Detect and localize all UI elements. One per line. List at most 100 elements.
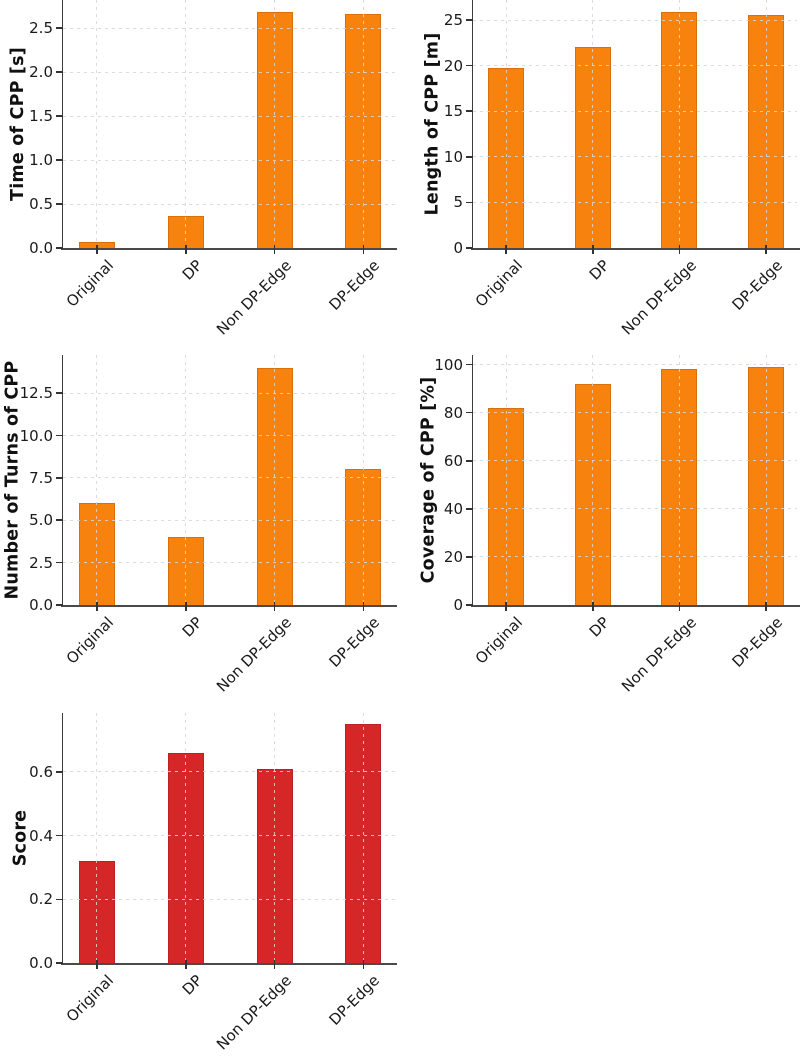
y-tick-label: 0.5 <box>29 195 53 214</box>
x-tick <box>505 245 507 254</box>
y-tick <box>56 115 63 117</box>
x-tick-label-original: Original <box>62 971 117 1026</box>
v-gridline-dp-edge <box>765 0 767 248</box>
v-gridline-dp-edge <box>362 0 364 248</box>
v-gridline-dp <box>592 355 594 605</box>
y-tick-label: 0.0 <box>29 954 53 972</box>
y-tick <box>466 508 473 510</box>
x-tick <box>678 245 681 254</box>
v-gridline-non-dp-edge <box>274 355 276 605</box>
y-tick-label: 12.5 <box>19 384 53 403</box>
x-tick <box>362 602 365 611</box>
y-tick <box>56 203 63 205</box>
x-tick-label-dp-edge: DP-Edge <box>728 613 787 671</box>
score-chart: Score 0.0 0.2 0.4 0.6 Original DP Non DP-Edge D… <box>10 713 397 1053</box>
y-tick-label: 0.0 <box>29 239 53 257</box>
y-tick-label: 0.4 <box>29 826 53 845</box>
y-tick-label: 10.0 <box>19 426 53 445</box>
h-gridline <box>63 71 395 73</box>
x-tick-label-original: Original <box>471 613 527 668</box>
y-tick <box>466 459 473 462</box>
y-tick-label: 2.0 <box>29 63 53 82</box>
y-tick <box>56 434 63 437</box>
y-tick <box>56 519 63 522</box>
h-gridline <box>63 898 395 900</box>
y-tick-label: 0 <box>453 239 463 257</box>
y-tick-label: 60 <box>443 451 463 470</box>
h-gridline <box>473 460 797 462</box>
h-gridline <box>473 65 797 67</box>
v-gridline-original <box>96 0 98 248</box>
h-gridline <box>63 771 395 773</box>
h-gridline <box>473 412 797 414</box>
y-tick <box>466 64 473 67</box>
x-tick-label-dp: DP <box>585 613 613 641</box>
h-gridline <box>63 159 395 161</box>
y-tick <box>466 19 473 21</box>
plot-area: 0.0 0.5 1.0 1.5 2.0 2.5 Original DP Non DP-Edge D… <box>29 0 397 338</box>
x-tick-label-non-dp-edge: Non DP-Edge <box>617 613 700 696</box>
x-tick <box>273 602 276 611</box>
y-tick <box>56 561 63 564</box>
v-gridline-original <box>96 355 98 605</box>
y-tick-label: 40 <box>443 499 463 518</box>
y-tick <box>56 392 63 394</box>
y-tick-label: 20 <box>443 56 463 75</box>
plot-area: 0.0 2.5 5.0 7.5 10.0 12.5 Original DP Non DP-Edg… <box>20 355 397 695</box>
y-tick <box>56 247 63 249</box>
y-tick-label: 2.5 <box>29 553 53 572</box>
y-tick-label: 1.5 <box>29 107 53 126</box>
y-tick <box>466 556 473 558</box>
v-gridline-dp <box>592 0 594 248</box>
v-gridline-dp <box>185 0 187 248</box>
y-tick <box>466 201 473 204</box>
y-tick-label: 15 <box>443 102 463 121</box>
v-gridline-non-dp-edge <box>678 0 680 248</box>
x-tick <box>273 245 276 254</box>
y-tick <box>56 962 63 964</box>
h-gridline <box>473 556 797 558</box>
y-tick <box>56 71 63 73</box>
plot-area: 0.0 0.2 0.4 0.6 Original DP Non DP-Edge DP-Edge <box>29 713 397 1053</box>
y-tick <box>56 159 63 161</box>
x-tick <box>591 602 594 611</box>
v-gridline-non-dp-edge <box>274 0 276 248</box>
y-tick-label: 10 <box>443 147 463 166</box>
h-gridline <box>473 156 797 158</box>
x-tick <box>591 245 594 254</box>
x-tick <box>678 602 681 611</box>
h-gridline <box>63 562 395 564</box>
y-tick <box>466 110 473 113</box>
h-gridline <box>473 110 797 112</box>
y-tick <box>56 771 63 773</box>
h-gridline <box>63 835 395 837</box>
y-tick <box>466 604 473 606</box>
v-gridline-non-dp-edge <box>274 713 276 963</box>
y-tick <box>56 604 63 606</box>
h-gridline <box>63 477 395 479</box>
h-gridline <box>473 364 797 366</box>
y-tick-label: 0.2 <box>29 890 53 909</box>
v-gridline-dp-edge <box>765 355 767 605</box>
coverage-of-cpp-chart: Coverage of CPP [%] 0 20 40 60 80 100 Original… <box>418 355 800 695</box>
v-gridline-dp <box>185 713 187 963</box>
y-tick <box>56 898 63 901</box>
y-tick-label: 25 <box>443 11 463 30</box>
time-of-cpp-chart: Time of CPP [s] 0.0 0.5 1.0 1.5 2.0 2.5 Origin… <box>8 0 397 338</box>
x-tick <box>362 960 365 969</box>
h-gridline <box>63 392 395 394</box>
v-gridline-dp-edge <box>362 355 364 605</box>
y-tick-label: 0.6 <box>29 762 53 781</box>
v-gridline-original <box>96 713 98 963</box>
plot-area: 0 5 10 15 20 25 Original DP Non DP-Edge DP-Edge <box>444 0 800 338</box>
v-gridline-dp <box>185 355 187 605</box>
h-gridline <box>63 115 395 117</box>
y-tick-label: 5 <box>453 193 463 212</box>
h-gridline <box>63 203 395 205</box>
y-tick-label: 80 <box>443 403 463 422</box>
length-of-cpp-chart: Length of CPP [m] 0 5 10 15 20 25 Original DP No… <box>422 0 800 338</box>
x-tick <box>362 245 365 254</box>
y-tick <box>466 411 473 414</box>
x-tick <box>505 602 507 611</box>
v-gridline-original <box>505 355 507 605</box>
